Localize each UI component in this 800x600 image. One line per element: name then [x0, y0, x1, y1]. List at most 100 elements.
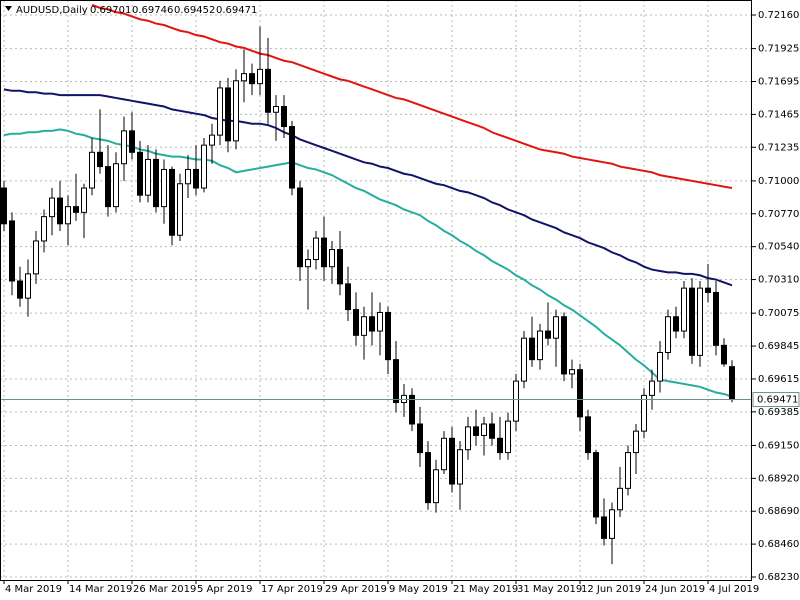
candle-body: [169, 168, 175, 236]
candle-body: [449, 437, 455, 485]
candle-body: [233, 80, 239, 142]
candle-body: [473, 426, 479, 436]
y-tick-label: 0.70310: [758, 275, 799, 286]
candle-body: [345, 283, 351, 311]
last-close: 0.69471: [216, 5, 257, 16]
candle-body: [689, 287, 695, 356]
candle-body: [17, 280, 23, 299]
y-tick-label: 0.70770: [758, 209, 799, 220]
x-tick-label: 9 May 2019: [389, 584, 448, 595]
candle-body: [521, 337, 527, 382]
candle-body: [153, 158, 159, 208]
candle-body: [241, 73, 247, 82]
last-low: 0.69452: [174, 5, 215, 16]
candle-body: [217, 87, 223, 136]
x-tick-label: 12 Jun 2019: [581, 584, 641, 595]
candle-body: [1, 187, 7, 225]
candle-body: [593, 452, 599, 518]
candle-body: [257, 68, 263, 85]
candle-body: [385, 311, 391, 361]
menu-arrow[interactable]: [5, 6, 12, 11]
candle-body: [49, 197, 55, 218]
candle-body: [57, 197, 63, 225]
last-price-box: [752, 392, 800, 408]
y-tick-label: 0.69385: [758, 407, 799, 418]
y-tick-label: 0.70075: [758, 308, 799, 319]
y-tick-label: 0.70540: [758, 242, 799, 253]
candle-body: [105, 166, 111, 208]
candle-body: [369, 316, 375, 332]
candle-body: [721, 344, 727, 365]
candle-body: [321, 237, 327, 268]
candle-body: [9, 220, 15, 282]
candle-body: [585, 416, 591, 454]
axis: 0.72160 0.71925 0.71695 0.71465 0.71235 0.710…: [3, 10, 800, 595]
candle-body: [633, 430, 639, 454]
moving-average-line: [3, 88, 733, 287]
candle-body: [665, 316, 671, 353]
y-tick-label: 0.71695: [758, 77, 799, 88]
candle-body: [81, 187, 87, 213]
candle-body: [609, 509, 615, 539]
x-tick-label: 5 Apr 2019: [197, 584, 252, 595]
last-price-label: 0.69471: [757, 395, 798, 406]
candle-body: [305, 259, 311, 268]
x-tick-label: 29 Apr 2019: [325, 584, 387, 595]
candle-body: [329, 249, 335, 268]
candle-body: [177, 183, 183, 236]
candle-body: [25, 273, 31, 299]
y-tick-label: 0.68920: [758, 473, 799, 484]
candle-body: [489, 423, 495, 439]
candle-body: [377, 311, 383, 332]
candle-body: [145, 158, 151, 196]
candle-body: [625, 452, 631, 489]
candle-body: [401, 394, 407, 404]
candle-body: [313, 237, 319, 261]
candle-body: [729, 366, 735, 401]
candle-body: [457, 449, 463, 485]
candle-body: [657, 351, 663, 382]
candle-body: [249, 73, 255, 85]
grid: [0, 0, 752, 580]
candle-body: [113, 163, 119, 208]
candle-body: [97, 151, 103, 168]
y-tick-label: 0.68460: [758, 539, 799, 550]
x-tick-label: 26 Mar 2019: [133, 584, 196, 595]
x-tick-label: 4 Mar 2019: [5, 584, 62, 595]
y-tick-label: 0.71235: [758, 142, 799, 153]
candle-body: [577, 369, 583, 418]
y-tick-label: 0.71000: [758, 176, 799, 187]
candle-body: [537, 330, 543, 361]
candle-body: [681, 287, 687, 332]
x-tick-label: 31 May 2019: [517, 584, 582, 595]
y-tick-label: 0.68690: [758, 506, 799, 517]
candle-body: [465, 426, 471, 451]
candle-body: [505, 420, 511, 454]
x-tick-label: 14 Mar 2019: [69, 584, 132, 595]
candle-body: [265, 68, 271, 113]
candle-body: [225, 87, 231, 142]
candle-body: [545, 330, 551, 339]
y-tick-label: 0.69845: [758, 341, 799, 352]
moving-average-line: [91, 4, 733, 190]
candle-body: [553, 316, 559, 339]
candle-body: [121, 130, 127, 165]
last-high: 0.69746: [132, 5, 173, 16]
candle-body: [289, 126, 295, 189]
candle-body: [209, 134, 215, 146]
candle-body: [441, 437, 447, 471]
candle-body: [513, 380, 519, 422]
candle-body: [713, 291, 719, 346]
candle-body: [649, 380, 655, 396]
x-tick-label: 24 Jun 2019: [645, 584, 705, 595]
candle-body: [361, 316, 367, 336]
candle-body: [129, 130, 135, 153]
y-tick-label: 0.71925: [758, 44, 799, 55]
x-tick-label: 21 May 2019: [453, 584, 518, 595]
candle-body: [697, 287, 703, 356]
candle-body: [33, 240, 39, 275]
candle-body: [481, 423, 487, 436]
plot: [0, 4, 752, 565]
